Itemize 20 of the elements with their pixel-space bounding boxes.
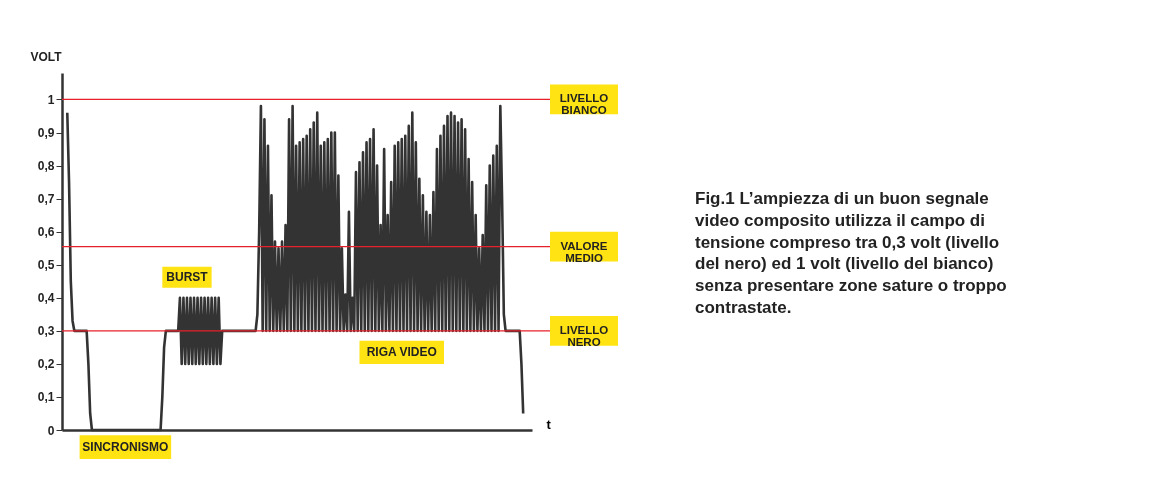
x-axis-title: t (546, 416, 552, 432)
ref-line-label: VALORE MEDIO (560, 239, 608, 264)
y-tick-label: 0,8 (37, 159, 55, 174)
annotation: RIGA VIDEO (366, 345, 437, 360)
caption: Fig.1 L’ampiezza di un buon segnale video composito utilizza il campo di tensione compreso tra 0,3 volt (livello del nero) ed 1 volt (livello del bianco) senza presentare zone sature o troppo contrastate. (695, 188, 1008, 319)
y-tick-label: 0,3 (37, 324, 55, 339)
y-tick-label: 0,9 (37, 126, 55, 140)
y-tick-label: 0,5 (37, 258, 55, 273)
y-axis-title: VOLT (30, 49, 63, 64)
y-tick-label: 0,6 (37, 225, 55, 240)
y-tick-label: 0,2 (37, 357, 55, 372)
text: SINCRONISMO (82, 440, 169, 455)
y-tick-label: 1 (47, 92, 55, 107)
annotation: BURST (166, 270, 209, 285)
y-tick-label: 0,1 (37, 390, 55, 405)
ref-line-label: LIVELLO BIANCO (559, 92, 609, 117)
y-tick-label: 0,4 (37, 291, 55, 306)
ref-line-label: LIVELLO NERO (559, 323, 609, 348)
y-tick-label: 0 (47, 423, 55, 438)
y-tick-label: 0,7 (37, 192, 55, 207)
